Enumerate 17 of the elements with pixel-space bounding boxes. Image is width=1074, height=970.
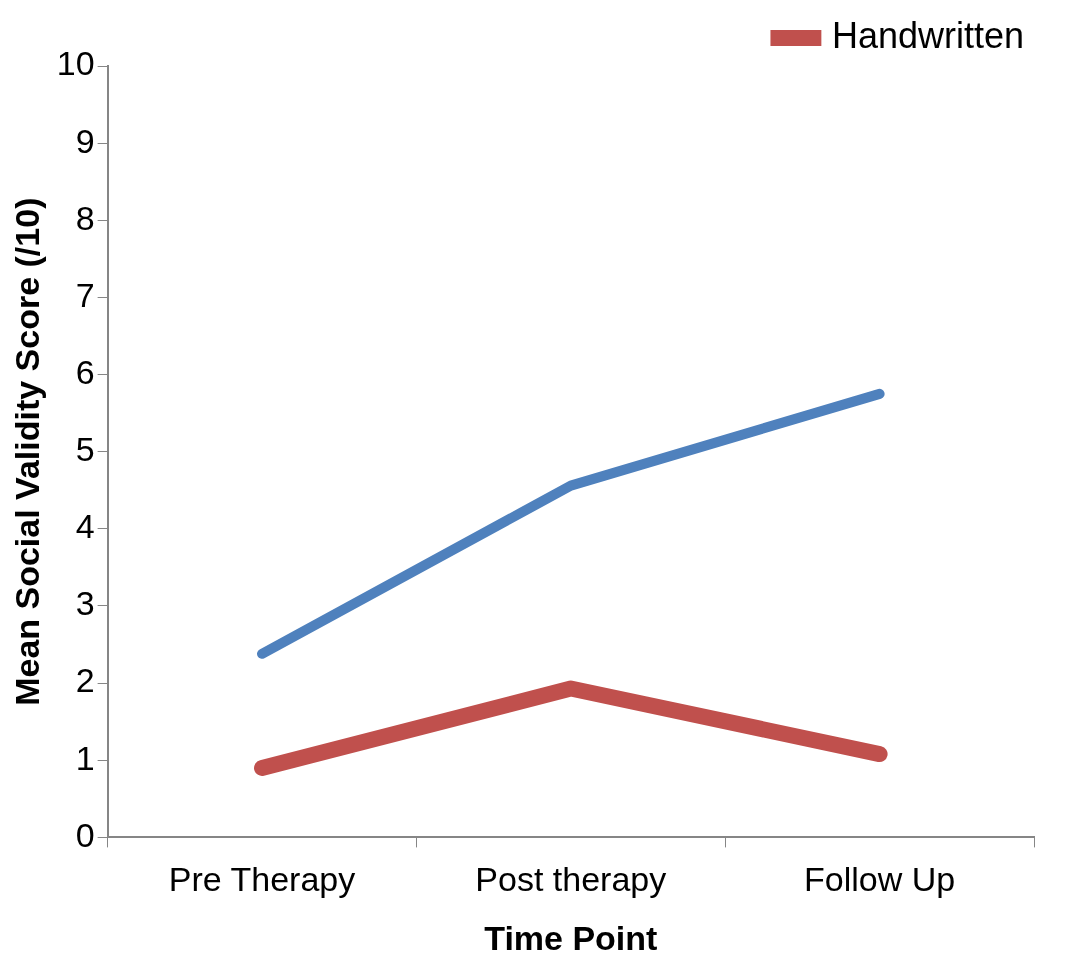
y-tick-label: 2 (75, 661, 95, 700)
legend-label: Handwritten (831, 14, 1024, 56)
y-tick-label: 4 (75, 507, 95, 546)
y-axis-title: Mean Social Validity Score (/10) (7, 197, 46, 706)
x-tick-label: Post therapy (475, 860, 667, 899)
y-tick-label: 10 (56, 44, 95, 83)
y-tick-label: 1 (75, 738, 95, 777)
x-tick-label: Follow Up (804, 860, 956, 899)
y-tick-label: 8 (75, 198, 95, 237)
y-tick-label: 0 (75, 815, 95, 854)
y-tick-label: 7 (75, 275, 95, 314)
y-tick-label: 5 (75, 430, 95, 469)
y-tick-label: 6 (75, 352, 95, 391)
y-tick-label: 3 (75, 584, 95, 623)
x-tick-label: Pre Therapy (168, 860, 356, 899)
x-axis-title: Time Point (484, 918, 658, 957)
y-tick-label: 9 (75, 121, 95, 160)
